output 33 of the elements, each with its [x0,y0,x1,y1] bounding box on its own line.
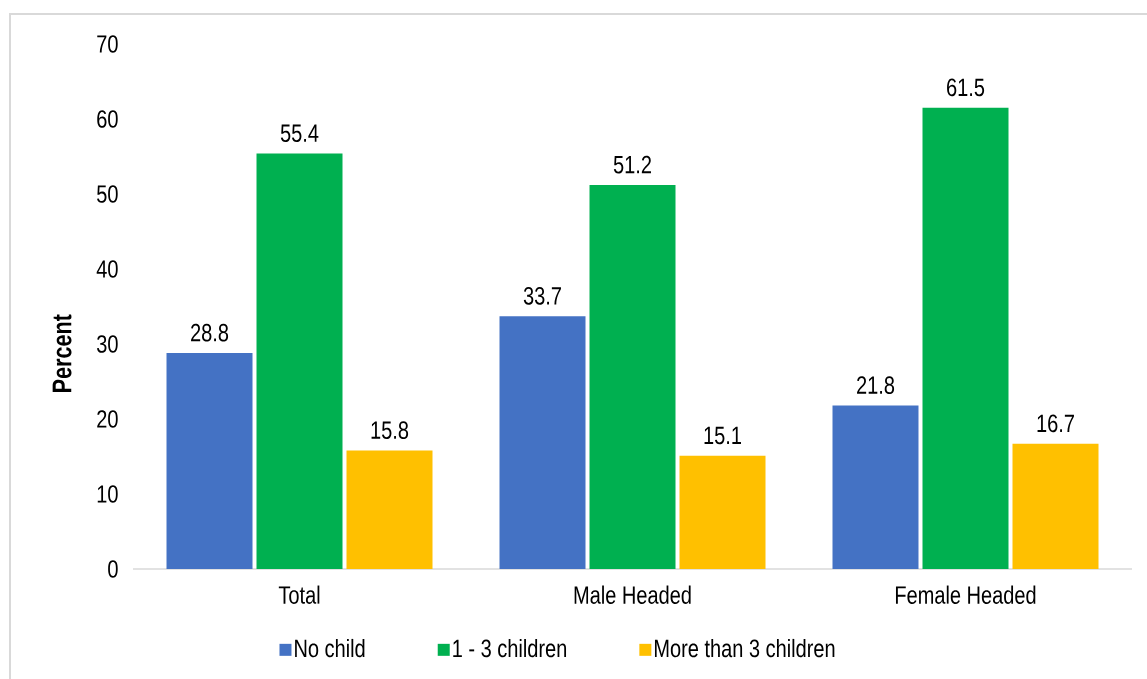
bar [832,405,919,569]
y-tick-label: 30 [97,335,118,353]
bar [679,455,766,569]
bar [499,316,586,569]
bar [346,450,433,569]
y-tick-label: 0 [108,560,118,578]
x-tick-label: Female Headed [895,585,1036,604]
bar [589,184,676,569]
y-tick-label: 60 [97,110,118,128]
data-label: 28.8 [191,323,229,342]
y-axis-title: Percent [52,314,72,392]
x-tick-label: Total [278,585,320,604]
data-label: 51.2 [613,155,651,174]
data-label: 16.7 [1037,414,1074,433]
legend-label: More than 3 children [654,638,835,658]
y-tick-label: 40 [96,260,118,278]
data-label: 55.4 [280,124,319,142]
data-label: 15.8 [371,421,409,439]
bar [166,352,253,569]
data-label: 21.8 [857,376,895,394]
y-tick-label: 10 [97,485,118,503]
data-label: 61.5 [947,78,985,97]
bar [256,153,343,569]
y-tick-label: 50 [97,185,118,203]
y-tick-label: 20 [97,410,118,428]
legend-label: 1 - 3 children [453,638,567,658]
data-label: 15.1 [704,426,741,445]
data-label: 33.7 [523,287,561,305]
legend-label: No child [295,638,365,658]
y-tick-label: 70 [97,35,118,53]
x-tick-label: Male Headed [574,585,691,604]
bar [1012,443,1099,569]
bar [922,107,1009,569]
